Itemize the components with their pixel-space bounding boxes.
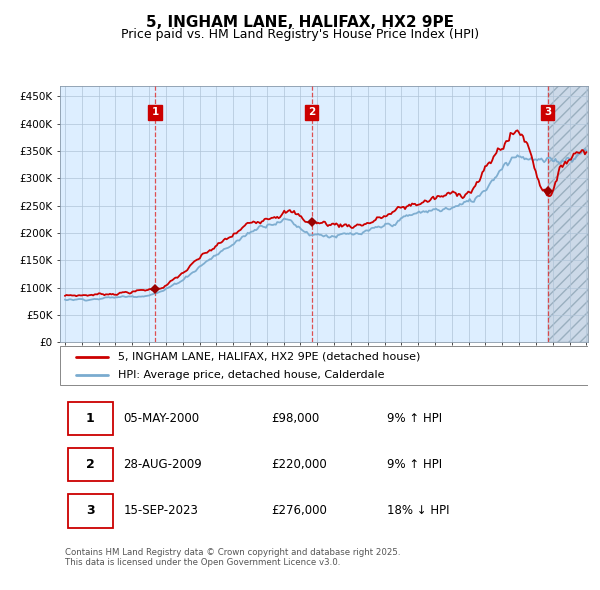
Text: 1: 1 [86,412,95,425]
Text: 9% ↑ HPI: 9% ↑ HPI [388,412,442,425]
Text: HPI: Average price, detached house, Calderdale: HPI: Average price, detached house, Cald… [118,370,385,380]
Text: 3: 3 [544,107,551,117]
Bar [548,86,588,342]
FancyBboxPatch shape [60,346,588,385]
Text: 1: 1 [151,107,158,117]
Text: 05-MAY-2000: 05-MAY-2000 [124,412,199,425]
Text: 18% ↓ HPI: 18% ↓ HPI [388,504,450,517]
Text: 15-SEP-2023: 15-SEP-2023 [124,504,198,517]
Bar [548,86,588,342]
Text: 2: 2 [86,458,95,471]
Text: Contains HM Land Registry data © Crown copyright and database right 2025.
This d: Contains HM Land Registry data © Crown c… [65,548,401,567]
Text: 9% ↑ HPI: 9% ↑ HPI [388,458,442,471]
Text: £220,000: £220,000 [271,458,327,471]
Text: 28-AUG-2009: 28-AUG-2009 [124,458,202,471]
FancyBboxPatch shape [68,494,113,527]
Text: 5, INGHAM LANE, HALIFAX, HX2 9PE: 5, INGHAM LANE, HALIFAX, HX2 9PE [146,15,454,30]
FancyBboxPatch shape [68,402,113,435]
Text: £276,000: £276,000 [271,504,327,517]
Text: Price paid vs. HM Land Registry's House Price Index (HPI): Price paid vs. HM Land Registry's House … [121,28,479,41]
Text: 3: 3 [86,504,95,517]
FancyBboxPatch shape [68,448,113,481]
Text: 2: 2 [308,107,315,117]
Text: 5, INGHAM LANE, HALIFAX, HX2 9PE (detached house): 5, INGHAM LANE, HALIFAX, HX2 9PE (detach… [118,352,421,362]
Text: £98,000: £98,000 [271,412,319,425]
